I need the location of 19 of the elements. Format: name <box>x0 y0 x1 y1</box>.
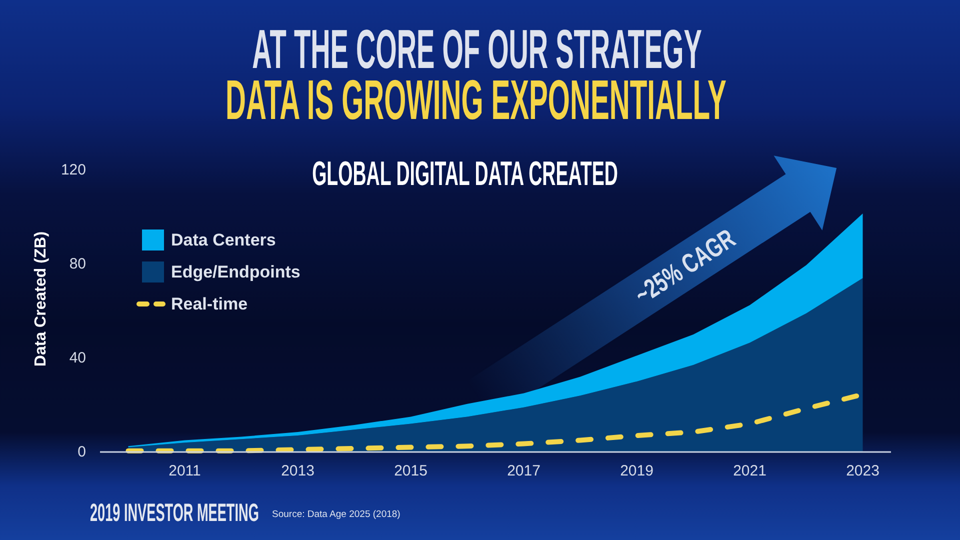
legend-label: Edge/Endpoints <box>171 262 300 282</box>
x-tick-label: 2019 <box>620 462 654 480</box>
annotation: ~25% CAGR <box>629 223 740 310</box>
y-tick-label: 40 <box>69 350 86 366</box>
legend-label: Data Centers <box>171 230 276 250</box>
legend-label: Real-time <box>171 294 248 314</box>
x-tick-label: 2021 <box>733 462 766 480</box>
source-note: Source: Data Age 2025 (2018) <box>272 509 400 520</box>
text: 2019 INVESTOR MEETING <box>90 500 259 528</box>
y-axis-title: Data Created (ZB) <box>32 231 50 367</box>
y-tick-label: 120 <box>60 162 86 178</box>
y-tick-label: 80 <box>69 256 86 272</box>
x-tick-label: 2015 <box>394 462 428 480</box>
x-tick-label: 2011 <box>168 462 201 480</box>
x-tick-label: 2013 <box>281 462 314 480</box>
annotation: GLOBAL DIGITAL DATA CREATED <box>312 154 618 192</box>
y-tick-label: 0 <box>78 444 86 460</box>
x-tick-label: 2023 <box>846 462 880 480</box>
x-tick-label: 2017 <box>507 462 540 480</box>
